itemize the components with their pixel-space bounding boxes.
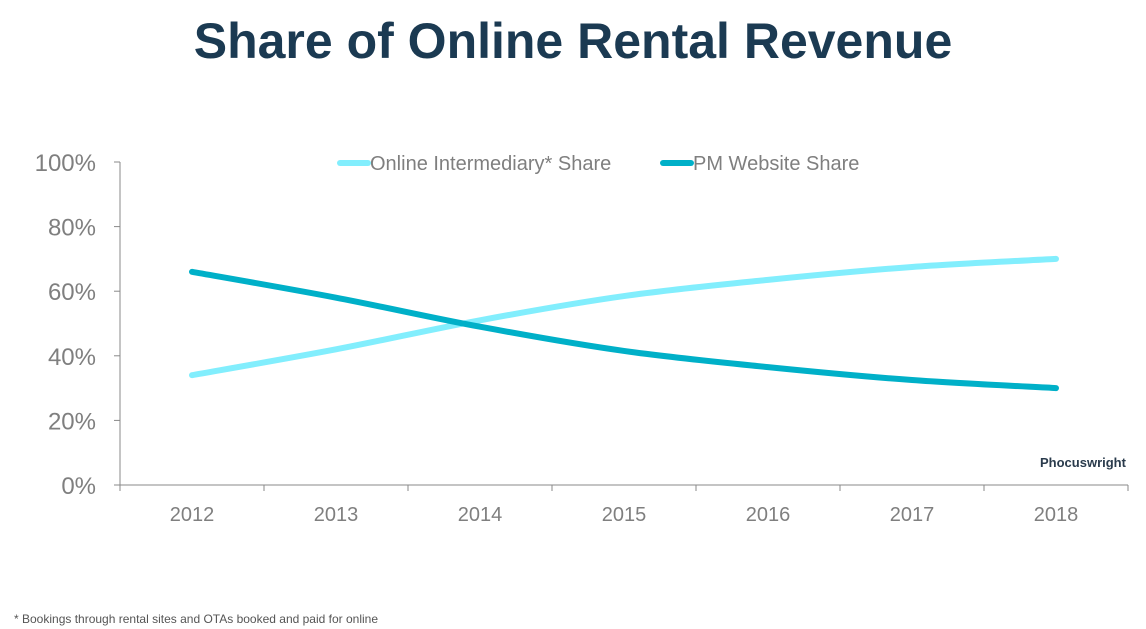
y-tick-label: 100% [35,150,96,177]
y-tick-label: 60% [48,279,96,306]
y-tick-label: 40% [48,344,96,371]
y-tick-label: 20% [48,408,96,435]
x-tick-label: 2013 [314,504,359,526]
footnote: * Bookings through rental sites and OTAs… [14,612,379,626]
series-line-1 [189,268,1059,392]
chart-title: Share of Online Rental Revenue [193,13,953,69]
phocuswright-logo: Phocuswright [1040,455,1126,470]
series-line-0 [189,255,1059,379]
y-tick-label: 80% [48,215,96,242]
x-tick-label: 2017 [890,504,935,526]
x-tick-label: 2015 [602,504,647,526]
y-tick-label: 0% [61,473,96,500]
legend-label: PM Website Share [693,153,859,175]
x-tick-label: 2018 [1034,504,1079,526]
x-tick-label: 2014 [458,504,503,526]
x-tick-label: 2012 [170,504,215,526]
x-tick-label: 2016 [746,504,791,526]
legend-label: Online Intermediary* Share [370,153,611,175]
